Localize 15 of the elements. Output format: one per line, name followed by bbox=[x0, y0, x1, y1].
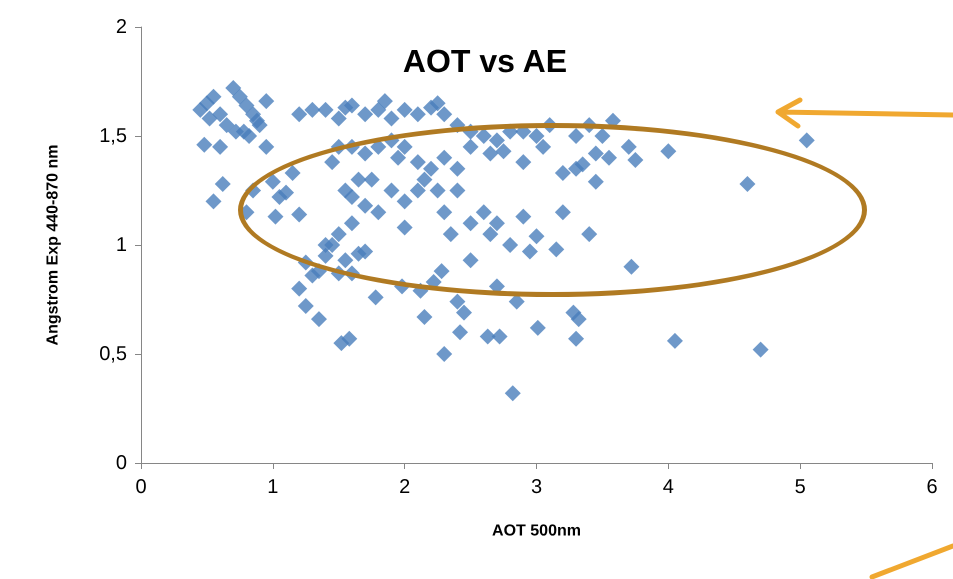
x-tick-label: 0 bbox=[135, 476, 147, 498]
y-axis-title: Angstrom Exp 440-870 nm bbox=[44, 144, 62, 346]
x-tick-label: 5 bbox=[794, 476, 806, 498]
x-tick-label: 6 bbox=[926, 476, 938, 498]
x-tick-label: 2 bbox=[399, 476, 410, 498]
x-tick-label: 1 bbox=[267, 476, 278, 498]
text: AOT vs AE bbox=[402, 43, 568, 79]
y-tick-label: 1,5 bbox=[99, 125, 127, 147]
y-tick-label: 0 bbox=[116, 452, 127, 474]
y-tick-label: 1 bbox=[116, 234, 127, 256]
y-tick-label: 2 bbox=[116, 16, 127, 38]
y-tick-label: 0,5 bbox=[99, 343, 127, 365]
x-tick-label: 3 bbox=[530, 476, 542, 498]
x-axis-title: AOT 500nm bbox=[492, 522, 581, 540]
x-tick-label: 4 bbox=[662, 476, 674, 498]
